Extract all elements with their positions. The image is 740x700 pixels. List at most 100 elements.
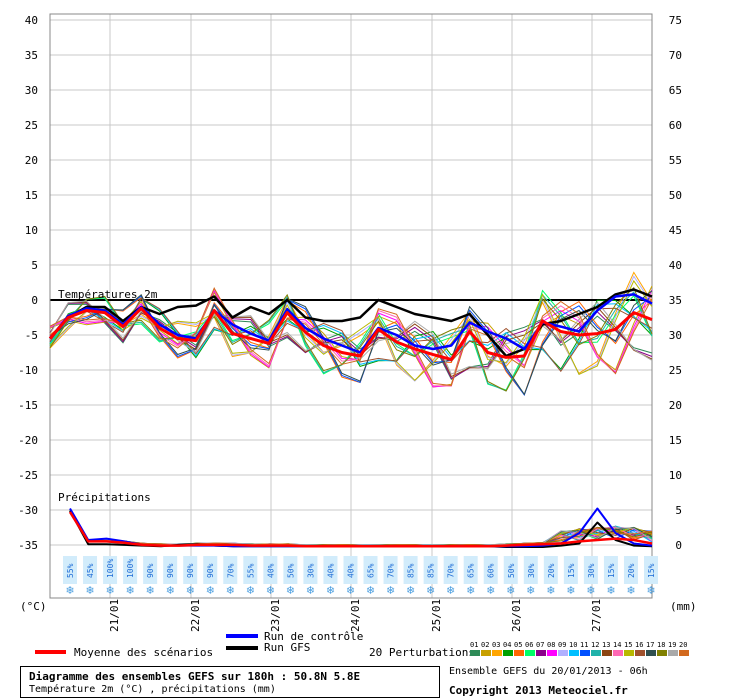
- snow-probability-bar: [463, 556, 478, 584]
- snow-probability-bar: [343, 556, 358, 584]
- date-tick-label: 24/01: [349, 599, 362, 632]
- perturbation-line: [49, 287, 653, 387]
- legend-perturbation-swatch: [503, 650, 513, 656]
- legend-perturbation-number: 19: [668, 641, 676, 649]
- snow-probability-label: 40%: [326, 563, 335, 578]
- snow-probability-label: 90%: [146, 563, 155, 578]
- snow-probability-label: 20%: [627, 563, 636, 578]
- snow-probability-label: 50%: [286, 563, 295, 578]
- snow-probability-label: 55%: [66, 563, 75, 578]
- right-tick-label: 75: [669, 14, 682, 27]
- snowflake-icon: ❄: [186, 584, 195, 597]
- legend-perturbation-number: 18: [657, 641, 665, 649]
- legend-perturbation-swatch: [679, 650, 689, 656]
- snow-probability-label: 70%: [387, 563, 396, 578]
- legend-perturbation-swatch: [470, 650, 480, 656]
- control-precip-line: [69, 507, 653, 548]
- date-tick-label: 21/01: [108, 599, 121, 632]
- snow-probability-bar: [523, 556, 538, 584]
- snowflake-icon: ❄: [326, 584, 335, 597]
- right-unit-label: (mm): [670, 600, 697, 613]
- snow-probability-bar: [103, 556, 118, 584]
- perturbation-line: [49, 286, 653, 392]
- snow-probability-label: 90%: [186, 563, 195, 578]
- snow-probability-label: 85%: [427, 563, 436, 578]
- temperature-section-label: Températures 2m: [58, 288, 158, 301]
- labels: Températures 2m Précipitations: [58, 288, 158, 504]
- snow-probability-label: 50%: [507, 563, 516, 578]
- snow-probability-label: 40%: [346, 563, 355, 578]
- snow-probability-bar: [383, 556, 398, 584]
- legend-perturbation-swatch: [624, 650, 634, 656]
- snow-probability-bar: [83, 556, 98, 584]
- legend-perturbation-swatch: [525, 650, 535, 656]
- snow-probability-label: 30%: [527, 563, 536, 578]
- right-tick-label: 40: [669, 259, 682, 272]
- legend-perturbation-number: 01: [470, 641, 478, 649]
- legend-perturbation-number: 05: [514, 641, 522, 649]
- right-tick-label: 0: [675, 539, 682, 552]
- control-temperature-line: [49, 293, 653, 354]
- snowflake-icon: ❄: [466, 584, 475, 597]
- date-tick-label: 26/01: [510, 599, 523, 632]
- snowflake-icon: ❄: [146, 584, 155, 597]
- snowflake-icon: ❄: [346, 584, 355, 597]
- snow-probability-bar: [503, 556, 518, 584]
- snow-probability-bar: [363, 556, 378, 584]
- footer-subtitle: Température 2m (°C) , précipitations (mm…: [29, 684, 276, 695]
- legend-perturbation-number: 14: [613, 641, 621, 649]
- right-tick-label: 10: [669, 469, 682, 482]
- legend-perturbation-swatch: [580, 650, 590, 656]
- right-tick-label: 55: [669, 154, 682, 167]
- snowflake-icon: ❄: [566, 584, 575, 597]
- left-unit-label: (°C): [20, 600, 47, 613]
- legend-perturbation-number: 20: [679, 641, 687, 649]
- snowflake-icon: ❄: [486, 584, 495, 597]
- snow-probability-bar: [243, 556, 258, 584]
- snow-probability-bar: [323, 556, 338, 584]
- legend-perturbation-swatch: [602, 650, 612, 656]
- left-tick-label: -15: [18, 399, 38, 412]
- legend-perturbation-number: 16: [635, 641, 643, 649]
- right-tick-label: 5: [675, 504, 682, 517]
- snow-probability-row: 55% ❄ 45% ❄ 100% ❄ 100% ❄ 90% ❄ 90% ❄ 90% ❄ 90% ❄ 70% ❄ 55…: [63, 556, 658, 597]
- snowflake-icon: ❄: [626, 584, 635, 597]
- right-tick-label: 20: [669, 399, 682, 412]
- snow-probability-label: 100%: [126, 559, 135, 578]
- gfs-temperature-line: [49, 288, 653, 358]
- footer-box: Diagramme des ensembles GEFS sur 180h : …: [20, 666, 440, 698]
- snow-probability-bar: [623, 556, 638, 584]
- legend-perturbation-number: 15: [624, 641, 632, 649]
- snow-probability-label: 15%: [647, 563, 656, 578]
- snow-probability-bar: [423, 556, 438, 584]
- snow-probability-bar: [543, 556, 558, 584]
- left-tick-label: 20: [25, 154, 38, 167]
- right-tick-label: 15: [669, 434, 682, 447]
- snowflake-icon: ❄: [105, 584, 114, 597]
- snow-probability-bar: [263, 556, 278, 584]
- snow-probability-bar: [403, 556, 418, 584]
- precipitation-section-label: Précipitations: [58, 491, 151, 504]
- snowflake-icon: ❄: [266, 584, 275, 597]
- snowflake-icon: ❄: [406, 584, 415, 597]
- snowflake-icon: ❄: [586, 584, 595, 597]
- legend-perturbation-number: 12: [591, 641, 599, 649]
- left-tick-label: -5: [25, 329, 38, 342]
- left-tick-label: -25: [18, 469, 38, 482]
- perturbation-line: [49, 297, 653, 373]
- legend-perturbation-number: 11: [580, 641, 588, 649]
- snow-probability-label: 70%: [447, 563, 456, 578]
- legend-perturbation-number: 13: [602, 641, 610, 649]
- right-tick-label: 25: [669, 364, 682, 377]
- snowflake-icon: ❄: [366, 584, 375, 597]
- mean-precip-line: [68, 511, 653, 548]
- snow-probability-label: 30%: [587, 563, 596, 578]
- left-tick-label: -10: [18, 364, 38, 377]
- snowflake-icon: ❄: [65, 584, 74, 597]
- right-tick-label: 50: [669, 189, 682, 202]
- snowflake-icon: ❄: [646, 584, 655, 597]
- snow-probability-label: 15%: [607, 563, 616, 578]
- snow-probability-label: 90%: [206, 563, 215, 578]
- legend: Moyenne des scénarios Run de contrôleRun …: [35, 630, 689, 659]
- legend-perturbation-swatch: [657, 650, 667, 656]
